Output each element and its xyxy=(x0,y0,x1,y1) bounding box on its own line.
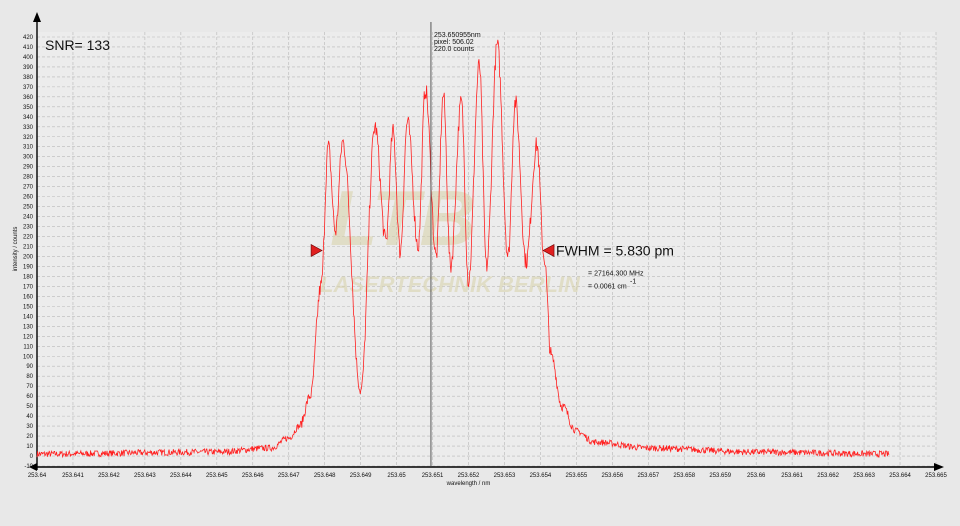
x-tick-label: 253.652 xyxy=(458,473,480,479)
y-tick-label: 190 xyxy=(23,264,34,270)
x-tick-label: 253.653 xyxy=(494,473,516,479)
x-tick-label: 253.66 xyxy=(747,473,766,479)
y-tick-label: 70 xyxy=(26,384,33,390)
fwhm-label: FWHM = 5.830 pm xyxy=(556,242,674,258)
origin-arrow xyxy=(29,463,37,471)
x-tick-label: 253.65 xyxy=(387,473,406,479)
y-tick-label: -10 xyxy=(24,464,33,470)
x-tick-label: 253.644 xyxy=(170,473,192,479)
x-tick-label: 253.642 xyxy=(98,473,120,479)
fwhm-cm-superscript: -1 xyxy=(630,278,636,285)
y-tick-label: 370 xyxy=(23,85,34,91)
y-tick-label: 140 xyxy=(23,314,34,320)
y-tick-label: 360 xyxy=(23,95,34,101)
x-tick-label: 253.664 xyxy=(889,473,911,479)
y-tick-label: 150 xyxy=(23,304,34,310)
x-tick-label: 253.655 xyxy=(566,473,588,479)
x-tick-label: 253.662 xyxy=(817,473,839,479)
y-tick-label: 420 xyxy=(23,35,34,41)
y-axis-title: intensity / counts xyxy=(13,227,19,272)
x-tick-label: 253.658 xyxy=(673,473,695,479)
fwhm-right-marker[interactable] xyxy=(542,243,555,258)
y-tick-label: 30 xyxy=(26,424,33,430)
y-tick-label: 40 xyxy=(26,414,33,420)
y-tick-label: 10 xyxy=(26,444,33,450)
fwhm-cm-label: = 0.0061 cm xyxy=(588,283,627,290)
x-tick-label: 253.654 xyxy=(530,473,552,479)
plot-area xyxy=(37,32,936,466)
y-tick-label: 240 xyxy=(23,215,34,221)
x-tick-label: 253.645 xyxy=(206,473,228,479)
x-tick-label: 253.661 xyxy=(781,473,803,479)
x-tick-label: 253.665 xyxy=(925,473,947,479)
x-tick-label: 253.646 xyxy=(242,473,264,479)
x-tick-label: 253.663 xyxy=(853,473,875,479)
y-tick-label: 60 xyxy=(26,394,33,400)
x-axis-title: wavelength / nm xyxy=(446,481,491,487)
y-tick-label: 380 xyxy=(23,75,34,81)
watermark-subtitle: LASERTECHNIK BERLIN xyxy=(320,272,581,297)
x-tick-label: 253.648 xyxy=(314,473,336,479)
y-tick-label: 280 xyxy=(23,175,34,181)
y-tick-label: 390 xyxy=(23,65,34,71)
y-tick-label: 400 xyxy=(23,55,34,61)
y-tick-label: 120 xyxy=(23,334,34,340)
y-tick-label: 100 xyxy=(23,354,34,360)
snr-label: SNR= 133 xyxy=(45,37,110,53)
y-tick-label: 130 xyxy=(23,324,34,330)
y-tick-label: 270 xyxy=(23,185,34,191)
spectrum-line xyxy=(36,39,890,459)
y-tick-label: 50 xyxy=(26,404,33,410)
y-tick-label: 330 xyxy=(23,125,34,131)
y-tick-label: 110 xyxy=(23,344,33,350)
y-tick-label: 0 xyxy=(30,454,34,460)
x-tick-label: 253.647 xyxy=(278,473,300,479)
series xyxy=(36,39,890,459)
y-tick-label: 170 xyxy=(23,284,34,290)
y-tick-label: 230 xyxy=(23,225,34,231)
fwhm-left-marker[interactable] xyxy=(310,243,323,258)
grid xyxy=(36,32,937,467)
tick-labels: -10 0 10 20 30 40 50 60 70 80 90 100 110 120 130 140 150… xyxy=(23,35,948,479)
y-tick-label: 200 xyxy=(23,254,34,260)
y-tick-label: 260 xyxy=(23,195,34,201)
x-tick-label: 253.659 xyxy=(709,473,731,479)
y-tick-label: 410 xyxy=(23,45,34,51)
y-tick-label: 20 xyxy=(26,434,33,440)
x-tick-label: 253.656 xyxy=(602,473,624,479)
y-tick-label: 350 xyxy=(23,105,34,111)
x-tick-label: 253.643 xyxy=(134,473,156,479)
cursor-wavelength: 253.650955nm xyxy=(434,32,481,39)
x-axis-arrow xyxy=(934,463,944,471)
y-tick-label: 320 xyxy=(23,135,34,141)
cursor-pixel: pixel: 506.02 xyxy=(434,39,474,46)
y-tick-label: 300 xyxy=(23,155,34,161)
y-tick-label: 250 xyxy=(23,205,34,211)
cursor-counts: 220.0 counts xyxy=(434,46,475,53)
fwhm-mhz-label: = 27164.300 MHz xyxy=(588,270,644,277)
y-axis-arrow xyxy=(33,12,41,22)
y-tick-label: 220 xyxy=(23,235,34,241)
y-tick-label: 90 xyxy=(26,364,33,370)
x-tick-label: 253.649 xyxy=(350,473,372,479)
y-tick-label: 180 xyxy=(23,274,34,280)
axes xyxy=(29,12,944,471)
x-tick-label: 253.651 xyxy=(422,473,444,479)
y-tick-label: 160 xyxy=(23,294,34,300)
cursor: 253.650955nm pixel: 506.02 220.0 counts xyxy=(430,22,481,466)
annotations: SNR= 133 FWHM = 5.830 pm = 27164.300 MHz… xyxy=(45,37,674,290)
y-tick-label: 340 xyxy=(23,115,34,121)
x-tick-label: 253.641 xyxy=(62,473,84,479)
x-tick-label: 253.64 xyxy=(28,473,47,479)
y-tick-label: 210 xyxy=(23,245,34,251)
x-tick-label: 253.657 xyxy=(637,473,659,479)
y-tick-label: 290 xyxy=(23,165,34,171)
y-tick-label: 310 xyxy=(23,145,34,151)
y-tick-label: 80 xyxy=(26,374,33,380)
